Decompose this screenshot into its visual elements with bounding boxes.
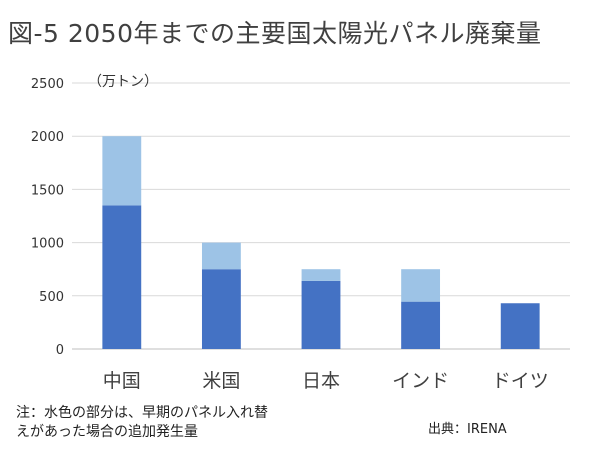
x-tick-label: 米国 xyxy=(202,370,240,392)
bar-chart: 0 500 1000 1500 2000 2500 中国 米国 日本 インド ドイツ （万トン） xyxy=(31,74,570,392)
bar-additional-segment xyxy=(102,136,142,206)
bar-additional-segment xyxy=(201,242,241,270)
bar-base-segment xyxy=(201,269,241,349)
bar-base-segment xyxy=(301,280,341,349)
y-tick-label: 1000 xyxy=(31,237,64,252)
y-tick-label: 0 xyxy=(56,343,64,358)
x-tick-label: インド xyxy=(392,370,449,392)
source-credit: 出典：IRENA xyxy=(428,422,507,437)
y-axis-ticks: 0 500 1000 1500 2000 2500 xyxy=(31,77,64,358)
x-axis-ticks: 中国 米国 日本 インド ドイツ xyxy=(103,370,549,392)
chart-note: 注：水色の部分は、早期のパネル入れ替 えがあった場合の追加発生量 xyxy=(16,405,268,440)
bar-additional-segment xyxy=(301,269,341,281)
y-tick-label: 1500 xyxy=(31,183,64,198)
bar-base-segment xyxy=(401,301,441,349)
x-tick-label: ドイツ xyxy=(492,370,549,392)
y-tick-label: 500 xyxy=(39,290,64,305)
chart-title: 図-5 2050年までの主要国太陽光パネル廃棄量 xyxy=(8,19,542,48)
y-axis-label: （万トン） xyxy=(88,74,158,90)
bar-base-segment xyxy=(500,303,540,349)
bar-base-segment xyxy=(102,205,142,349)
x-tick-label: 中国 xyxy=(103,370,141,392)
x-tick-label: 日本 xyxy=(302,370,340,392)
y-tick-label: 2000 xyxy=(31,130,64,145)
bar-additional-segment xyxy=(401,269,441,302)
y-tick-label: 2500 xyxy=(31,77,64,92)
bars xyxy=(102,136,540,349)
